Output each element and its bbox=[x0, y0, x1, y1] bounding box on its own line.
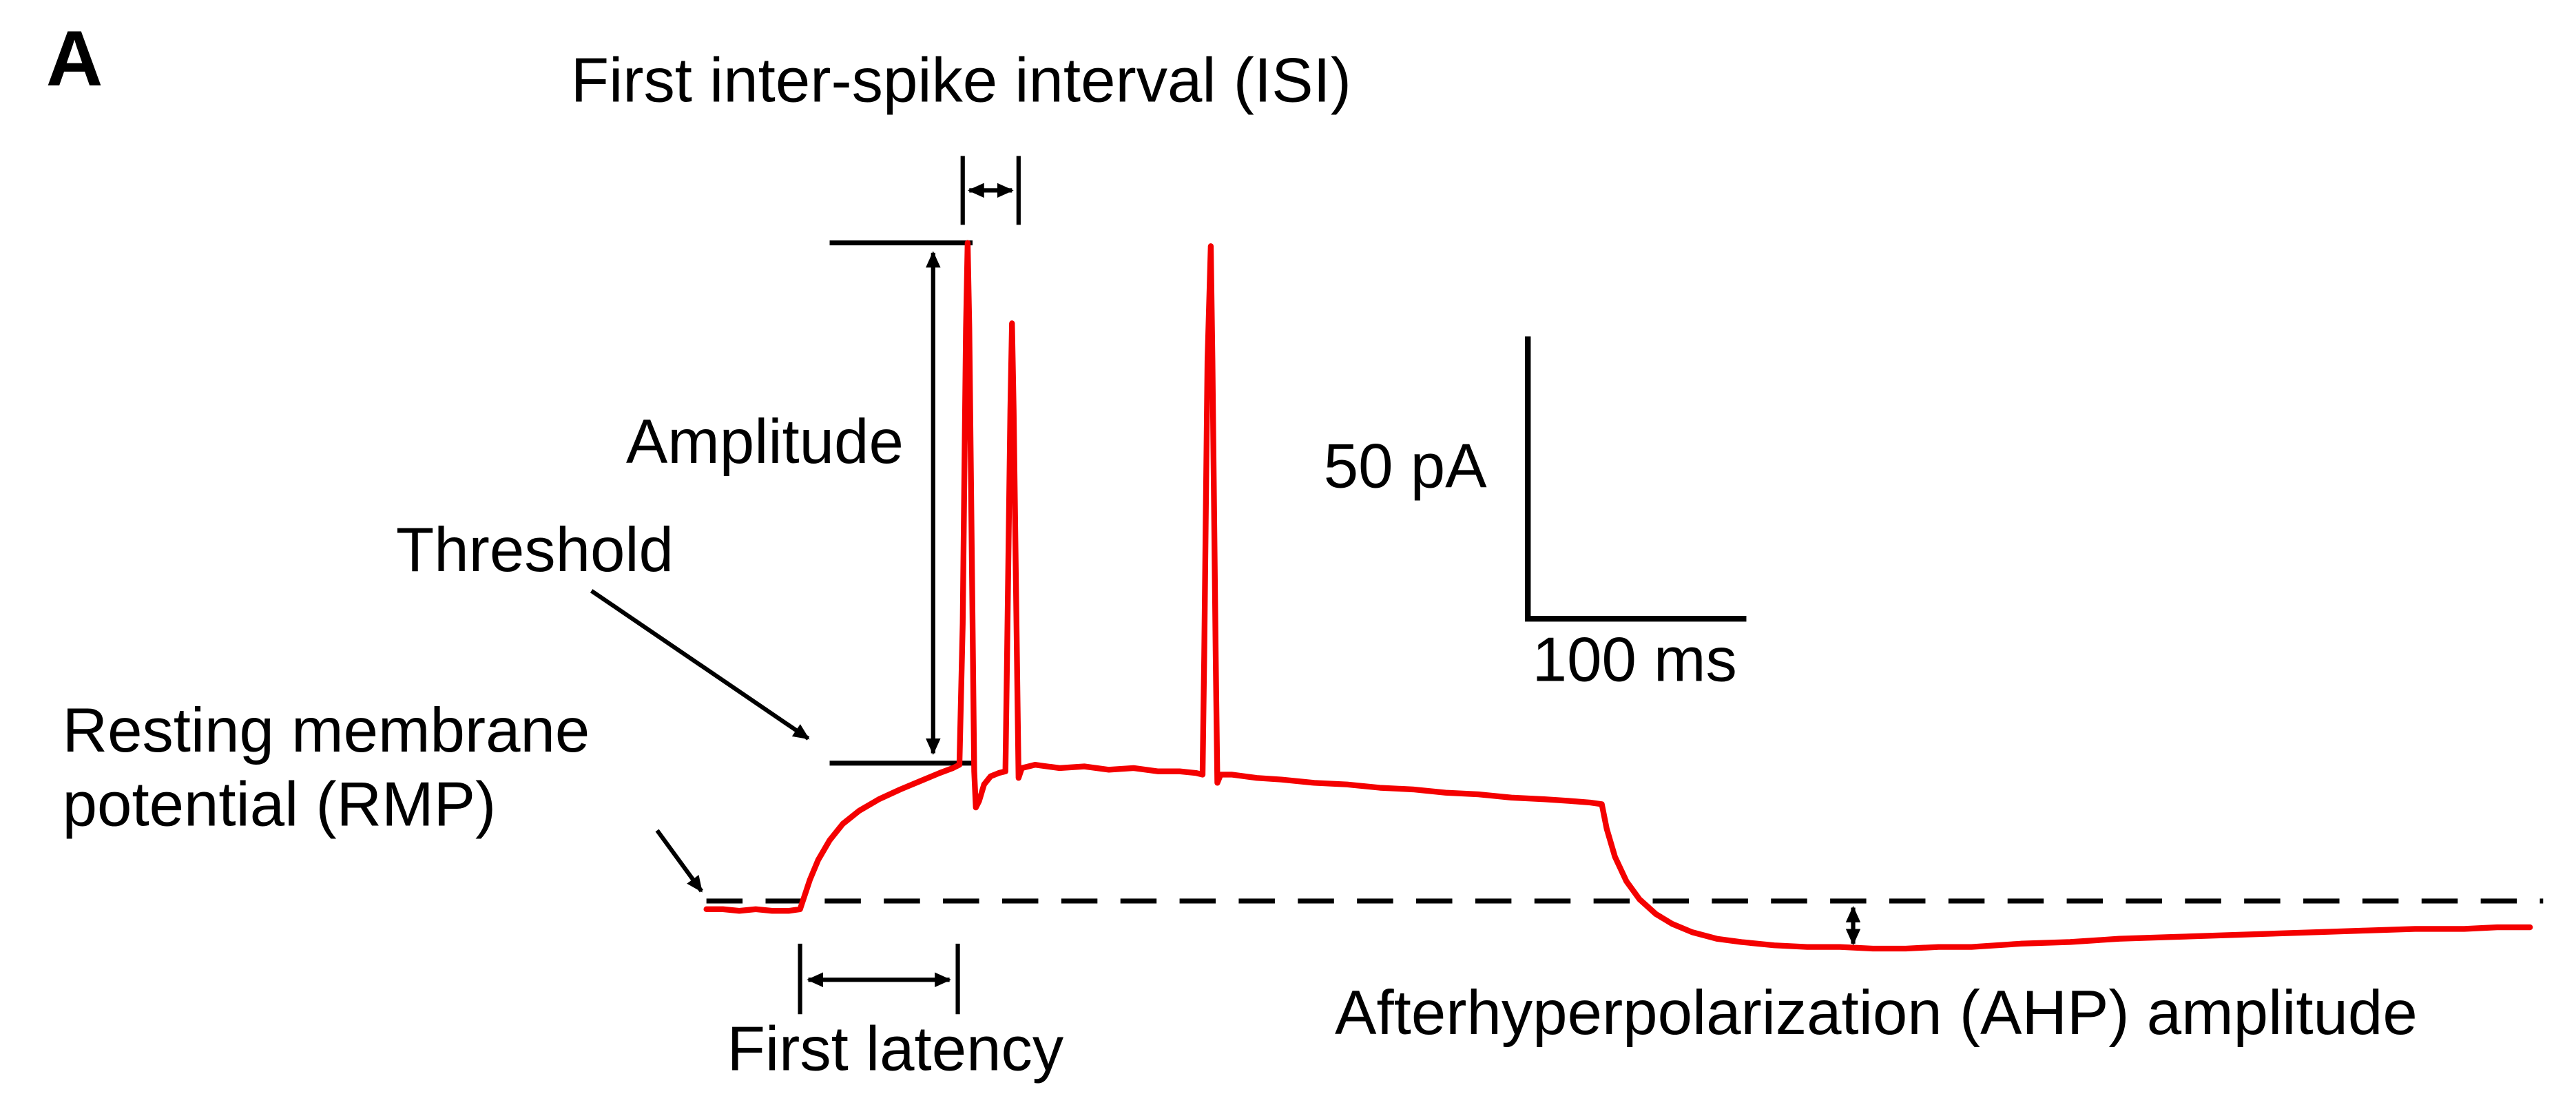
scale-bar bbox=[1525, 336, 1747, 622]
ahp-label: Afterhyperpolarization (AHP) amplitude bbox=[1335, 978, 2418, 1048]
rmp-arrow bbox=[655, 829, 703, 893]
first-latency-label: First latency bbox=[727, 1014, 1064, 1084]
threshold-arrow bbox=[590, 589, 810, 741]
threshold-label: Threshold bbox=[396, 515, 674, 585]
membrane-potential-trace bbox=[703, 240, 2533, 952]
scale-vertical-label: 50 pA bbox=[1324, 432, 1487, 502]
rmp-label-line2: potential (RMP) bbox=[63, 769, 497, 839]
rmp-label-line1: Resting membrane bbox=[63, 696, 590, 765]
amplitude-label: Amplitude bbox=[626, 407, 904, 477]
scale-horizontal-label: 100 ms bbox=[1533, 626, 1737, 695]
isi-label: First inter-spike interval (ISI) bbox=[571, 46, 1351, 116]
panel-label: A bbox=[46, 14, 103, 103]
